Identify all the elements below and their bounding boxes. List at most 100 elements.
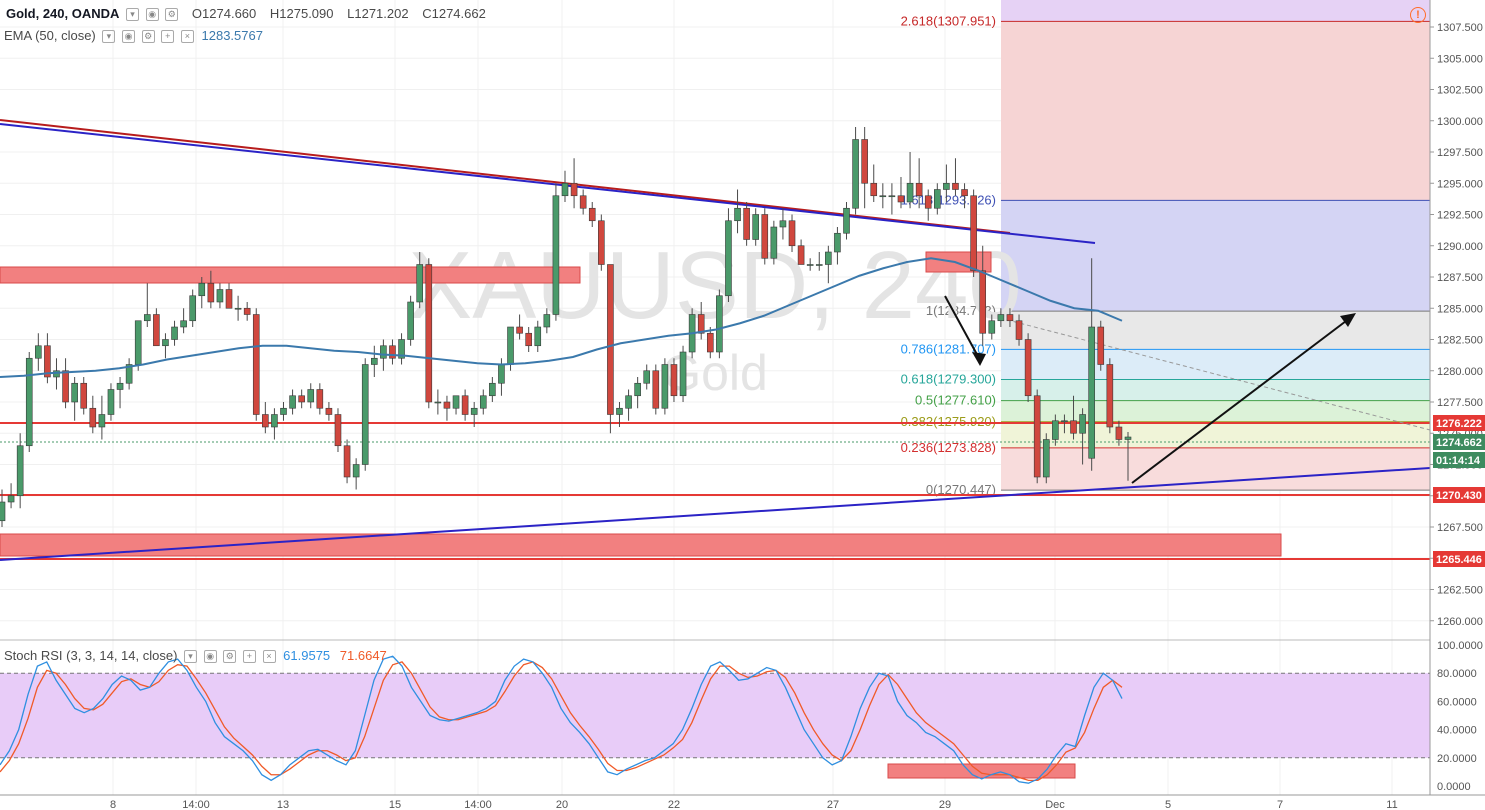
eye-icon[interactable]: ◉ (145, 8, 159, 22)
candle (734, 207, 741, 222)
candle (334, 414, 342, 447)
time-tick-label: 29 (939, 799, 951, 810)
candle (607, 264, 614, 415)
candle (697, 314, 705, 334)
candle (825, 251, 832, 265)
candle (561, 182, 569, 197)
ema-value: 1283.5767 (201, 28, 263, 43)
candle (389, 345, 396, 359)
candle (271, 414, 278, 428)
eye-icon[interactable]: ◉ (122, 30, 136, 44)
candle (153, 314, 160, 347)
candle (843, 207, 850, 234)
candle (770, 226, 778, 259)
fib-zone-0786 (1001, 349, 1430, 380)
price-badge-label: 1265.446 (1436, 554, 1482, 566)
price-tick-label: 1297.500 (1437, 147, 1483, 159)
candle (198, 282, 206, 297)
candle (1124, 436, 1132, 440)
settings-icon[interactable]: ⚙ (223, 650, 237, 664)
candle (652, 370, 660, 409)
candle (588, 207, 596, 222)
stoch-label[interactable]: Stoch RSI (3, 3, 14, 14, close) (4, 648, 178, 663)
candle (1052, 420, 1059, 440)
close-icon[interactable]: × (180, 30, 194, 44)
trendline-support (0, 467, 1431, 561)
stoch-menu-icon[interactable]: ▾ (184, 650, 198, 664)
candle (234, 307, 242, 310)
candle (815, 264, 823, 266)
ema-label[interactable]: EMA (50, close) (4, 28, 96, 43)
candle (616, 407, 623, 415)
fib-label: 0.382(1275.920) (901, 414, 996, 429)
candle (725, 220, 732, 297)
time-tick-label: Dec (1045, 799, 1065, 810)
close-icon[interactable]: × (262, 650, 276, 664)
resistance-zone (925, 251, 992, 273)
price-badge (1433, 551, 1485, 567)
price-tick-label: 1305.000 (1437, 53, 1483, 65)
candle (507, 326, 514, 365)
price-badge (1433, 452, 1485, 468)
candle (62, 370, 69, 403)
alert-icon[interactable]: ! (1410, 7, 1426, 23)
settings-icon[interactable]: ⚙ (141, 30, 155, 44)
candle (852, 139, 859, 209)
symbol-menu-icon[interactable]: ▾ (126, 8, 140, 22)
candle (325, 407, 333, 415)
price-tick-label: 1282.500 (1437, 335, 1483, 347)
eye-icon[interactable]: ◉ (203, 650, 217, 664)
price-badge-label: 01:14:14 (1436, 455, 1481, 467)
arrow-up-head (1340, 313, 1356, 327)
candle (407, 301, 414, 340)
candle (216, 289, 224, 303)
candle (16, 445, 24, 497)
candle (1097, 326, 1105, 365)
candle (225, 289, 233, 309)
candle (788, 220, 796, 247)
stoch-tick-label: 20.0000 (1437, 753, 1477, 765)
fib-zone-0618 (1001, 379, 1430, 401)
add-icon[interactable]: + (242, 650, 256, 664)
time-tick-label: 5 (1165, 799, 1171, 810)
candle (761, 214, 769, 259)
candle (1079, 414, 1086, 434)
time-tick-label: 11 (1386, 799, 1397, 810)
ema-menu-icon[interactable]: ▾ (102, 30, 116, 44)
candle (1042, 439, 1050, 478)
candle (1061, 420, 1068, 423)
resistance-zone (0, 266, 581, 284)
candle (924, 195, 932, 209)
close-value: C1274.662 (422, 6, 486, 21)
candle (1088, 326, 1095, 459)
candle (952, 182, 959, 190)
candle (0, 501, 6, 522)
fib-zone-1618 (1001, 200, 1430, 312)
time-tick-label: 14:00 (182, 799, 210, 810)
candle (398, 339, 405, 359)
candle (834, 232, 841, 253)
candle (634, 382, 641, 397)
settings-icon[interactable]: ⚙ (165, 8, 179, 22)
arrow-down-head (972, 352, 986, 366)
stoch-d-value: 71.6647 (339, 648, 387, 663)
price-tick-label: 1290.000 (1437, 241, 1483, 253)
candle (243, 307, 251, 315)
candle (643, 370, 651, 384)
candle (797, 245, 805, 265)
time-tick-label: 22 (668, 799, 680, 810)
add-icon[interactable]: + (161, 30, 175, 44)
symbol-label[interactable]: Gold, 240, OANDA (6, 6, 120, 21)
time-tick-label: 15 (389, 799, 401, 810)
price-tick-label: 1300.000 (1437, 116, 1483, 128)
candle (534, 326, 542, 347)
stoch-d-line (0, 661, 1123, 782)
candle (779, 220, 787, 228)
candle (706, 332, 714, 353)
candle (298, 395, 305, 403)
candle (897, 195, 905, 203)
candle (125, 364, 133, 384)
candle (443, 401, 451, 409)
fib-label: 0.5(1277.610) (915, 393, 996, 408)
